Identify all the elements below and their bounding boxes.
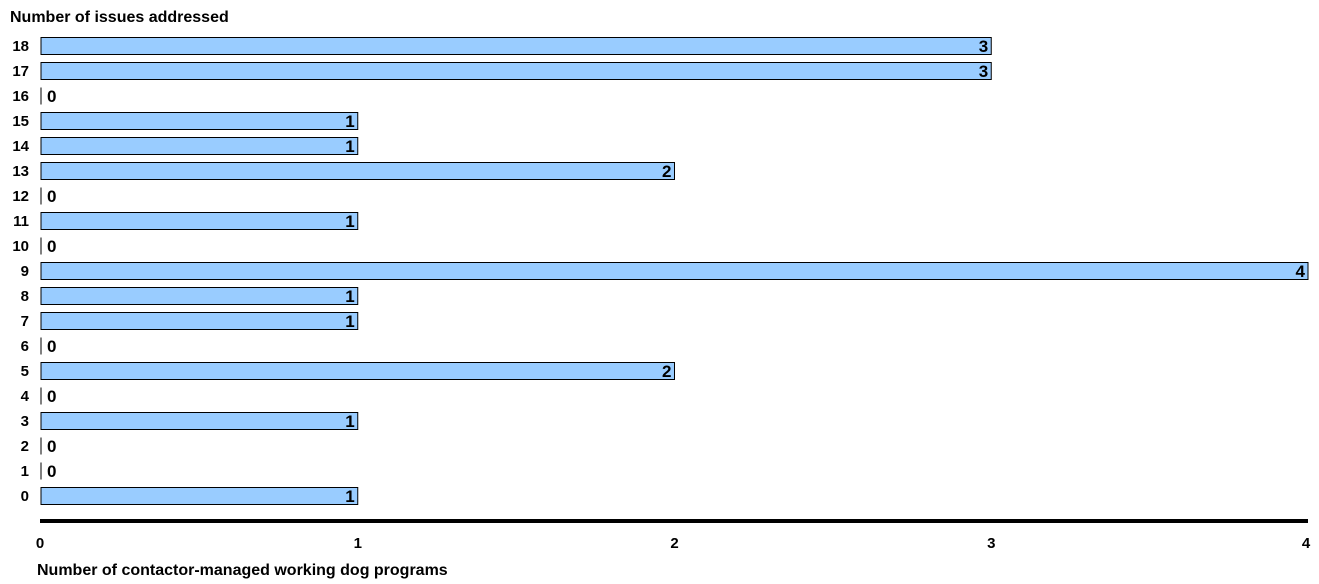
data-label: 0 (47, 187, 56, 206)
bar (40, 362, 675, 380)
data-label: 1 (345, 312, 354, 331)
bars-group (40, 37, 1309, 505)
bar (40, 112, 359, 130)
y-tick-label: 8 (21, 288, 29, 305)
chart-title: Number of issues addressed (10, 9, 229, 26)
x-tick-labels-group: 0 1 2 3 4 (36, 535, 1311, 552)
x-tick-label: 0 (36, 535, 44, 552)
x-tick-label: 2 (670, 535, 678, 552)
data-label: 0 (47, 387, 56, 406)
bar (40, 412, 359, 430)
bar (40, 162, 675, 180)
y-tick-label: 18 (12, 38, 29, 55)
x-axis-label: Number of contactor-managed working dog … (37, 562, 448, 579)
y-tick-label: 16 (12, 88, 29, 105)
bar (40, 212, 359, 230)
data-labels-group: 3 3 0 1 1 2 0 1 0 4 1 1 0 2 0 1 0 0 1 (47, 37, 1306, 506)
data-label: 1 (345, 287, 354, 306)
data-label: 2 (662, 162, 671, 181)
data-label: 0 (47, 437, 56, 456)
y-tick-label: 14 (12, 138, 29, 155)
bar (40, 262, 1309, 280)
y-tick-label: 3 (21, 413, 29, 430)
x-tick-label: 1 (354, 535, 362, 552)
data-label: 1 (345, 137, 354, 156)
data-label: 0 (47, 87, 56, 106)
data-label: 0 (47, 337, 56, 356)
y-tick-label: 1 (21, 463, 29, 480)
y-tick-label: 7 (21, 313, 29, 330)
bar (40, 287, 359, 305)
data-label: 0 (47, 237, 56, 256)
bar (40, 487, 359, 505)
bar (40, 37, 992, 55)
y-tick-label: 17 (12, 63, 29, 80)
y-tick-label: 13 (12, 163, 29, 180)
y-tick-label: 2 (21, 438, 29, 455)
bar (40, 312, 359, 330)
y-tick-label: 0 (21, 488, 29, 505)
y-tick-label: 11 (13, 213, 29, 230)
y-tick-label: 5 (21, 363, 29, 380)
data-label: 1 (345, 112, 354, 131)
data-label: 3 (979, 37, 988, 56)
data-label: 1 (345, 212, 354, 231)
bar (40, 62, 992, 80)
y-tick-label: 9 (21, 263, 29, 280)
y-tick-label: 10 (12, 238, 29, 255)
y-tick-label: 4 (21, 388, 30, 405)
data-label: 1 (345, 487, 354, 506)
data-label: 0 (47, 462, 56, 481)
x-tick-label: 3 (987, 535, 995, 552)
y-tick-label: 12 (12, 188, 29, 205)
x-tick-label: 4 (1302, 535, 1311, 552)
data-label: 2 (662, 362, 671, 381)
data-label: 3 (979, 62, 988, 81)
y-tick-label: 6 (21, 338, 29, 355)
bar (40, 137, 359, 155)
y-tick-label: 15 (12, 113, 29, 130)
data-label: 4 (1296, 262, 1306, 281)
data-label: 1 (345, 412, 354, 431)
